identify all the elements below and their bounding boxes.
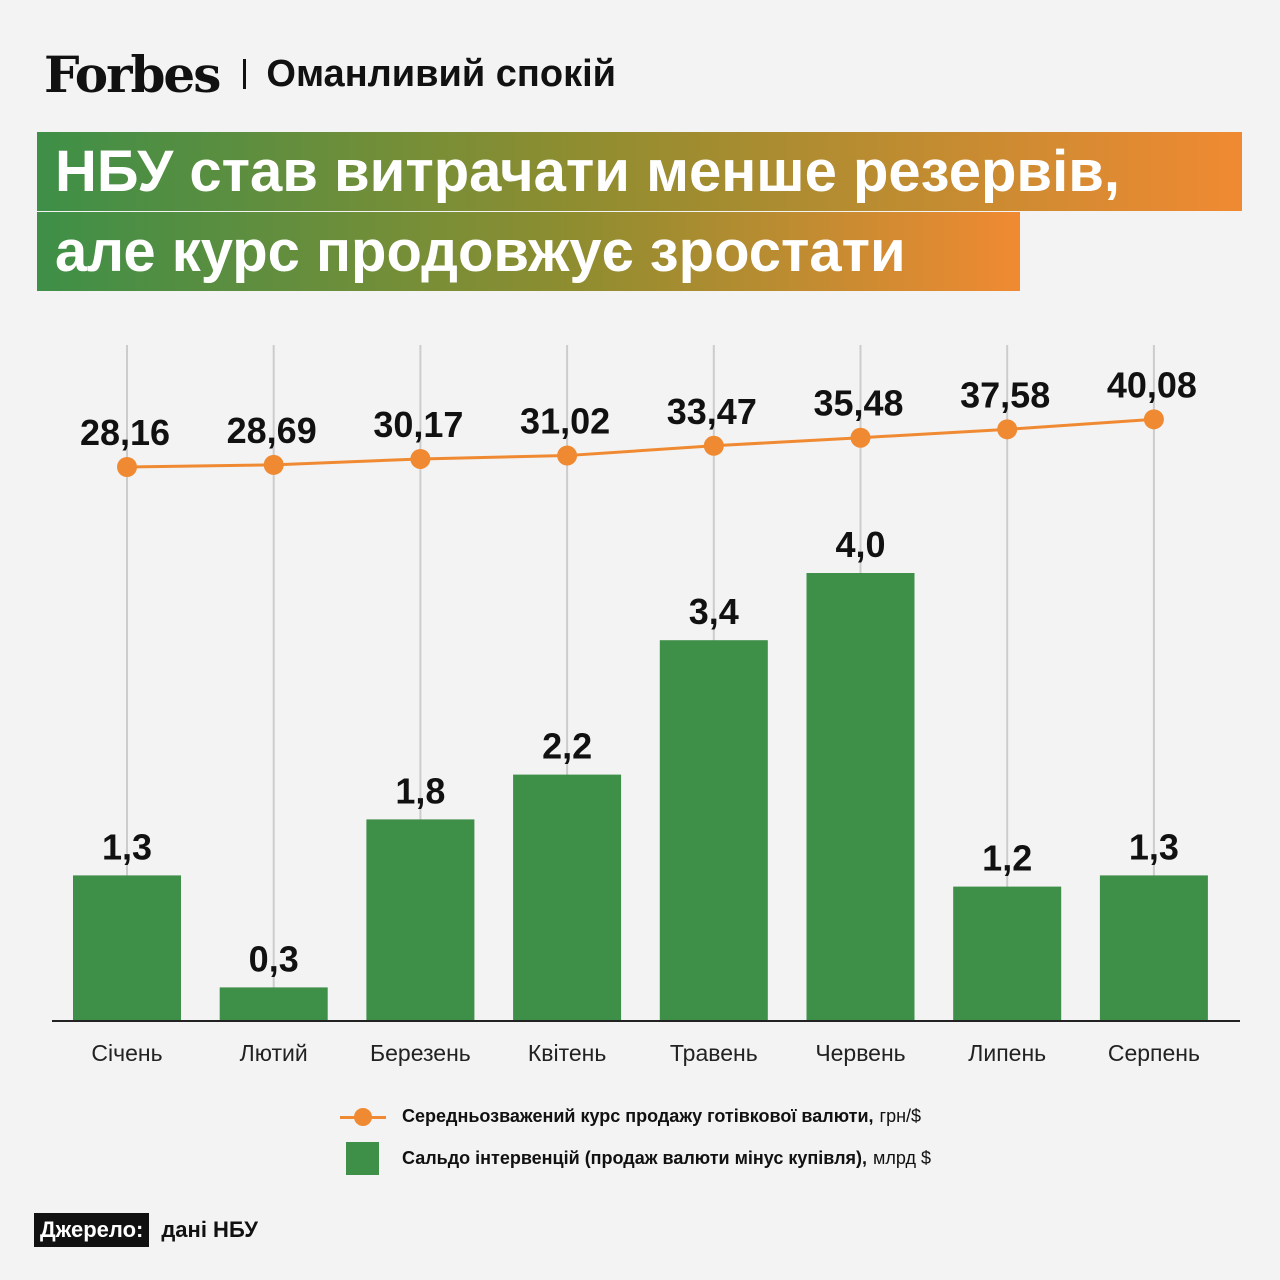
rate-value-label: 37,58	[960, 374, 1050, 415]
rate-point-4	[557, 445, 578, 466]
x-tick-label: Червень	[815, 1040, 905, 1066]
bar-1	[73, 875, 181, 1021]
legend-bar-unit: млрд $	[873, 1148, 932, 1168]
bar-value-label: 1,2	[982, 838, 1032, 879]
rate-point-2	[263, 454, 284, 475]
header-separator	[243, 59, 247, 89]
x-tick-label: Січень	[91, 1040, 162, 1066]
header: Forbes Оманливий спокій	[44, 44, 616, 104]
bar-7	[953, 886, 1062, 1021]
rate-point-1	[117, 457, 137, 477]
bar-3	[366, 819, 475, 1021]
legend-bar-label: Сальдо інтервенцій (продаж валюти мінус …	[402, 1148, 868, 1168]
source-value: дані НБУ	[161, 1217, 258, 1242]
rate-value-label: 33,47	[667, 391, 757, 432]
rate-point-6	[850, 427, 871, 448]
bar-value-label: 1,3	[102, 826, 152, 867]
rate-value-label: 28,69	[227, 410, 317, 451]
rate-value-label: 31,02	[520, 401, 610, 442]
bar-value-label: 4,0	[835, 524, 885, 565]
legend-line-label: Середньозважений курс продажу готівкової…	[402, 1106, 874, 1126]
x-tick-label: Квітень	[528, 1040, 606, 1066]
legend-bar-marker	[346, 1142, 379, 1175]
rate-point-5	[703, 435, 724, 456]
rate-value-label: 40,08	[1107, 364, 1197, 405]
bar-6	[806, 573, 915, 1021]
rate-line	[126, 417, 1155, 469]
source-label: Джерело:	[34, 1213, 150, 1247]
bar-value-label: 3,4	[689, 591, 739, 632]
rate-point-8	[1143, 409, 1164, 430]
bar-5	[659, 640, 768, 1021]
x-tick-label: Лютий	[240, 1040, 308, 1066]
title-line-1: НБУ став витрачати менше резервів,	[37, 132, 1242, 211]
bar-8	[1099, 875, 1208, 1021]
bar-value-label: 1,8	[395, 770, 445, 811]
section-title: Оманливий спокій	[266, 52, 617, 95]
bar-value-label: 0,3	[249, 938, 299, 979]
legend-line-unit: грн/$	[879, 1106, 922, 1126]
title-line-2: але курс продовжує зростати	[37, 212, 1020, 291]
x-tick-label: Липень	[968, 1040, 1046, 1066]
rate-point-3	[410, 448, 431, 469]
bar-2	[219, 987, 328, 1021]
forbes-logo: Forbes	[44, 44, 221, 104]
source: Джерело: дані НБУ	[34, 1213, 258, 1247]
x-tick-label: Серпень	[1108, 1040, 1200, 1066]
rate-value-label: 35,48	[813, 383, 903, 424]
x-tick-label: Травень	[670, 1040, 758, 1066]
rate-value-label: 28,16	[80, 412, 170, 453]
rate-value-label: 30,17	[373, 404, 463, 445]
legend-item-bar: Сальдо інтервенцій (продаж валюти мінус …	[340, 1142, 931, 1175]
rate-point-7	[997, 419, 1018, 440]
bar-value-label: 2,2	[542, 726, 592, 767]
legend-line-marker	[340, 1107, 386, 1127]
legend-item-line: Середньозважений курс продажу готівкової…	[340, 1106, 921, 1127]
x-tick-label: Березень	[370, 1040, 471, 1066]
bar-value-label: 1,3	[1129, 826, 1179, 867]
bar-4	[513, 774, 622, 1021]
